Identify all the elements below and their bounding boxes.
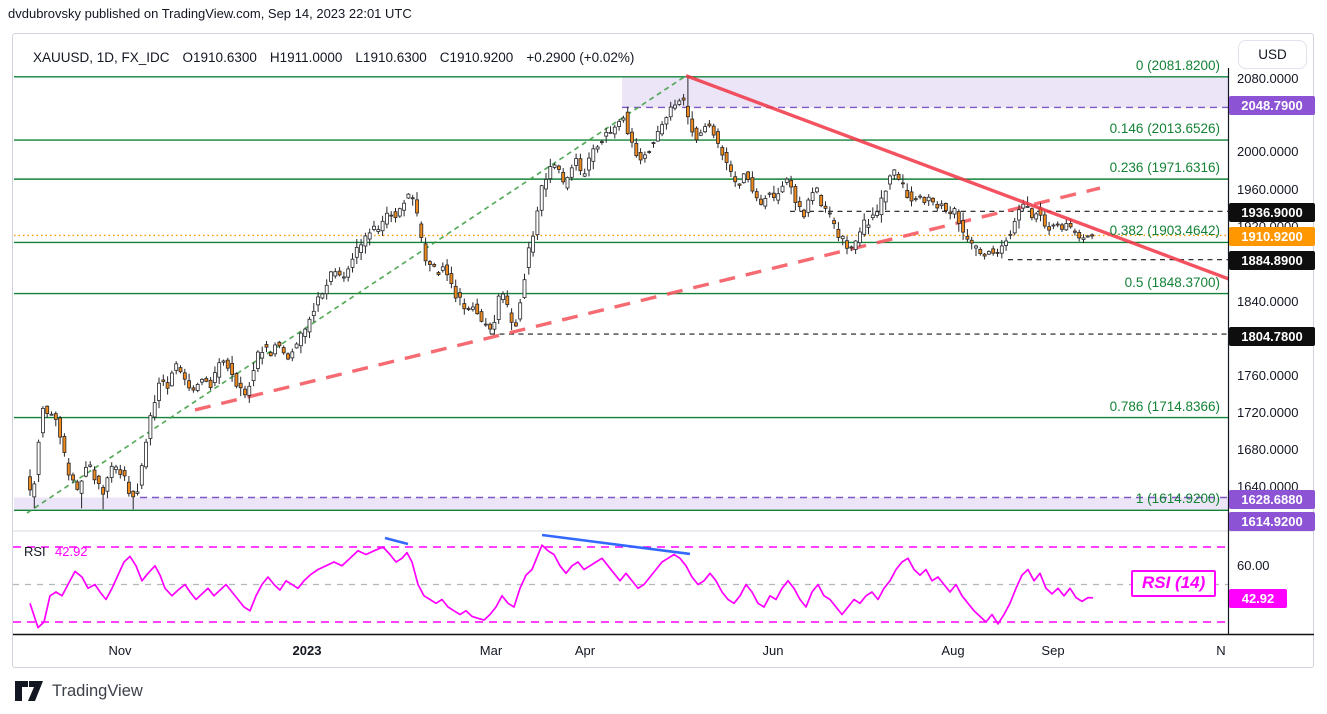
price-badge: 1614.9200 — [1229, 511, 1315, 531]
price-tick: 2000.0000 — [1237, 144, 1299, 159]
fib-level-label: 0.5 (1848.3700) — [1124, 274, 1220, 290]
price-tick: 1720.0000 — [1237, 405, 1299, 420]
symbol-description[interactable]: XAUUSD, 1D, FX_IDC — [33, 50, 170, 65]
rsi-annotation-box[interactable]: RSI (14) — [1131, 570, 1217, 597]
fib-level-label: 0.236 (1971.6316) — [1109, 160, 1220, 176]
price-tick: 1840.0000 — [1237, 294, 1299, 309]
time-axis-label[interactable]: Aug — [941, 643, 965, 658]
price-tick: 2080.0000 — [1237, 71, 1299, 86]
rsi-pane[interactable] — [13, 533, 1228, 629]
candlestick-series — [28, 76, 1094, 510]
price-badge: 1936.9000 — [1229, 202, 1315, 222]
fib-level-label: 0.146 (2013.6526) — [1109, 121, 1220, 137]
price-badge: 1628.6880 — [1229, 489, 1315, 509]
time-axis-label[interactable]: Sep — [1041, 643, 1065, 658]
ohlc-low: L1910.6300 — [355, 50, 427, 65]
price-tick: 1760.0000 — [1237, 368, 1299, 383]
time-axis-label[interactable]: N — [1216, 643, 1226, 658]
fib-band — [14, 497, 1228, 511]
fib-level-label: 0.382 (1903.4642) — [1109, 223, 1220, 239]
fib-level-label: 1 (1614.9200) — [1135, 491, 1220, 507]
time-axis-label[interactable]: Jun — [762, 643, 784, 658]
fib-level-label: 0 (2081.8200) — [1135, 57, 1220, 73]
time-axis-label[interactable]: Mar — [479, 643, 503, 658]
time-axis-label[interactable]: 2023 — [292, 643, 322, 658]
tradingview-brand-text: TradingView — [52, 681, 143, 700]
main-pane[interactable] — [14, 74, 1229, 514]
currency-toggle-button[interactable]: USD — [1238, 40, 1307, 69]
tradingview-logo-icon — [15, 681, 43, 701]
price-tick: 1680.0000 — [1237, 442, 1299, 457]
fib-band — [622, 76, 1228, 108]
price-change: +0.2900 (+0.02%) — [526, 50, 635, 65]
time-axis-label[interactable]: Apr — [574, 643, 596, 658]
price-badge: 1884.8900 — [1229, 250, 1315, 270]
price-badge: 1804.7800 — [1229, 326, 1315, 346]
rsi-indicator-label[interactable]: RSI — [24, 544, 46, 559]
attribution-text: dvdubrovsky published on TradingView.com… — [8, 6, 412, 21]
tradingview-attribution[interactable]: TradingView — [14, 680, 143, 702]
symbol-legend[interactable]: XAUUSD, 1D, FX_IDC O1910.6300 H1911.0000 L1… — [33, 50, 647, 65]
price-badge: 1910.9200 — [1229, 226, 1315, 246]
rsi-line — [29, 544, 1094, 629]
ohlc-close: C1910.9200 — [439, 50, 514, 65]
price-badge: 2048.7900 — [1229, 95, 1315, 115]
time-axis-label[interactable]: Nov — [108, 643, 132, 658]
fib-level-label: 0.786 (1714.8366) — [1109, 398, 1220, 414]
rsi-scale-tick: 60.00 — [1237, 558, 1270, 573]
ohlc-open: O1910.6300 — [182, 50, 257, 65]
rsi-value-badge: 42.92 — [1229, 588, 1287, 608]
ohlc-high: H1911.0000 — [269, 50, 343, 65]
price-tick: 1960.0000 — [1237, 182, 1299, 197]
rsi-indicator-value: 42.92 — [55, 544, 88, 559]
